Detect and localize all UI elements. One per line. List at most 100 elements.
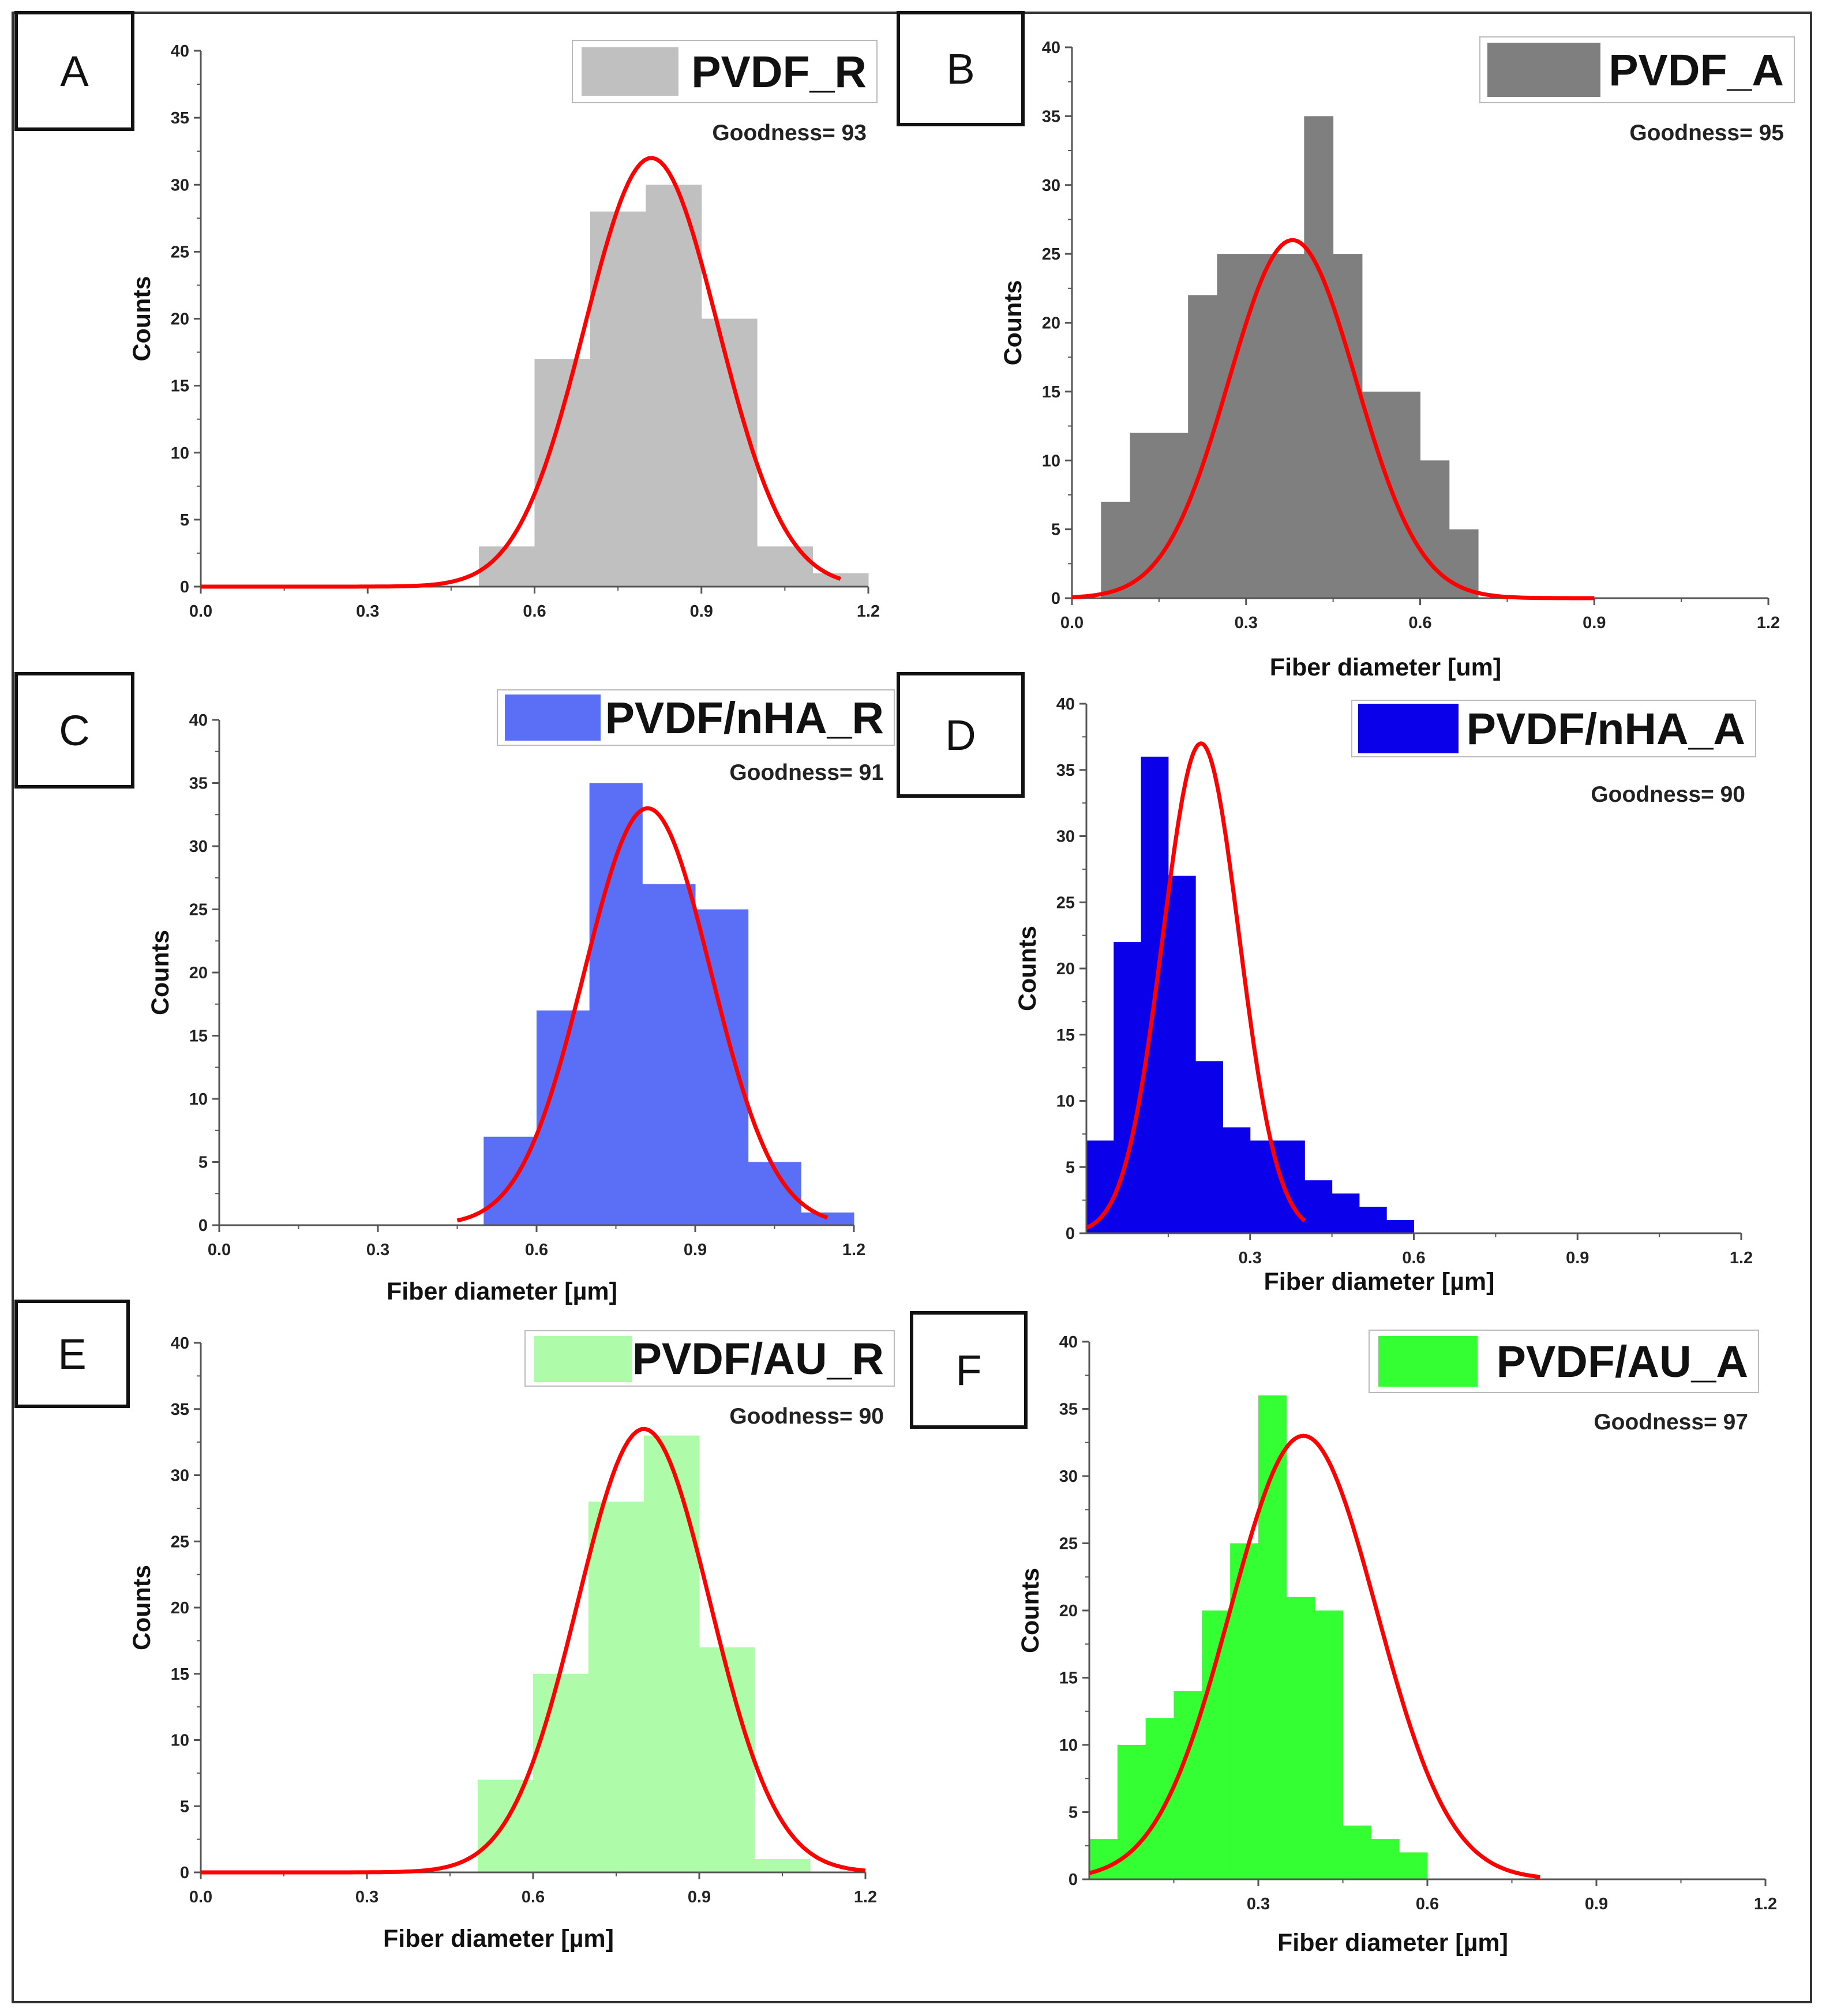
histogram-bar	[1332, 1193, 1360, 1233]
legend: PVDF/nHA_R	[497, 689, 895, 746]
histogram-bar	[1386, 1220, 1414, 1233]
panel-label: A	[60, 47, 89, 95]
panel-label: F	[955, 1346, 981, 1394]
histogram-bar	[1275, 254, 1304, 598]
histogram-bars	[479, 185, 869, 587]
histogram-bar	[701, 318, 730, 587]
x-tick-label: 0.9	[690, 602, 713, 621]
x-axis-title: Fiber diameter [µm]	[1277, 1929, 1508, 1957]
histogram-bar	[588, 1501, 644, 1872]
x-axis-title: Fiber diameter [um]	[1270, 654, 1501, 681]
y-tick-label: 10	[171, 1732, 189, 1750]
panel-label-box	[897, 672, 1025, 798]
histogram-bar	[1304, 1180, 1333, 1233]
x-tick-label: 0.9	[1566, 1249, 1589, 1267]
legend-label: PVDF/AU_A	[1497, 1337, 1748, 1387]
histogram-bar	[699, 1647, 755, 1872]
histogram-bar	[1343, 1825, 1371, 1879]
y-tick-label: 15	[171, 377, 189, 396]
figure-border	[12, 12, 1812, 2003]
y-tick-label: 0	[198, 1217, 208, 1235]
y-tick-label: 5	[198, 1154, 208, 1172]
x-tick-label: 0.6	[1416, 1895, 1439, 1913]
legend: PVDF/AU_A	[1369, 1330, 1759, 1393]
histogram-bar	[590, 211, 618, 587]
x-tick-label: 0.6	[1402, 1249, 1425, 1267]
histogram-bar	[801, 1212, 854, 1225]
y-axis-title: Counts	[128, 1565, 156, 1650]
x-tick-label: 1.2	[1730, 1249, 1753, 1267]
y-tick-label: 5	[180, 1797, 189, 1816]
chart-panel-b: 0 5 10 15 20 25 30 35 40 0.0 0.3 0.6 0.9 1.2 Counts Fib…	[897, 11, 1795, 681]
y-tick-label: 25	[1056, 894, 1075, 912]
chart-panel-c: 0 5 10 15 20 25 30 35 40 0.0 0.3 0.6 0.9 1.2 Counts Fib…	[14, 672, 895, 1305]
legend-label: PVDF_R	[691, 47, 867, 97]
histogram-bar	[1217, 254, 1247, 598]
histogram-bar	[1371, 1839, 1400, 1879]
goodness-annotation: Goodness= 95	[1629, 121, 1784, 145]
panel-label-box	[14, 672, 134, 789]
chart-panel-d: 0 5 10 15 20 25 30 35 40 0.3 0.6 0.9 1.2 Counts Fiber …	[897, 672, 1756, 1296]
x-tick-label: 0.6	[522, 1888, 545, 1906]
histogram-bar	[1359, 1207, 1387, 1233]
histogram-bar	[1168, 876, 1196, 1233]
x-tick-label: 0.6	[1408, 614, 1431, 632]
histogram-bar	[534, 359, 563, 587]
y-tick-label: 20	[1042, 314, 1060, 333]
legend: PVDF_A	[1479, 36, 1795, 103]
gaussian-fit-curve	[1071, 238, 1595, 600]
panel-label: D	[945, 711, 976, 759]
y-tick-label: 10	[1056, 1093, 1075, 1111]
y-tick-label: 25	[171, 243, 189, 261]
y-tick-label: 30	[189, 838, 208, 856]
y-tick-label: 15	[171, 1665, 189, 1684]
y-tick-label: 25	[1042, 245, 1060, 264]
y-tick-label: 35	[1056, 761, 1075, 780]
histogram-bar	[589, 783, 643, 1225]
x-tick-label: 0.3	[355, 1888, 378, 1906]
y-tick-label: 30	[171, 1467, 189, 1485]
x-tick-label: 0.0	[208, 1241, 231, 1259]
histogram-bar	[1202, 1610, 1231, 1879]
gaussian-fit-curve	[201, 1426, 866, 1875]
legend: PVDF_R	[572, 40, 878, 103]
legend: PVDF/AU_R	[524, 1330, 895, 1387]
panel-label: E	[58, 1330, 86, 1378]
gaussian-fit-curve	[1089, 1433, 1540, 1879]
y-tick-label: 10	[171, 444, 189, 463]
histogram-bar	[785, 546, 813, 587]
goodness-annotation: Goodness= 90	[729, 1404, 884, 1429]
y-tick-label: 20	[189, 964, 208, 982]
y-tick-label: 35	[189, 775, 208, 793]
y-tick-label: 5	[1066, 1158, 1075, 1177]
x-tick-label: 0.3	[356, 602, 379, 621]
y-tick-label: 25	[1059, 1535, 1078, 1553]
histogram-bar	[757, 546, 785, 587]
gaussian-fit-curve	[1085, 741, 1306, 1230]
legend-label: PVDF/nHA_A	[1467, 704, 1745, 754]
legend-swatch	[505, 694, 601, 741]
histogram-bar	[1101, 501, 1131, 598]
chart-panel-e: 0 5 10 15 20 25 30 35 40 0.0 0.3 0.6 0.9 1.2 Counts Fib…	[14, 1300, 895, 1953]
histogram-bar	[642, 884, 696, 1225]
x-tick-label: 0.3	[1247, 1895, 1270, 1913]
y-tick-label: 40	[1042, 39, 1060, 57]
legend-label: PVDF/nHA_R	[605, 693, 884, 743]
y-tick-label: 15	[189, 1027, 208, 1046]
chart-panel-f: 0 5 10 15 20 25 30 35 40 0.3 0.6 0.9 1.2 Counts Fiber …	[910, 1311, 1777, 1957]
panel-label: C	[59, 707, 89, 754]
histogram-bar	[1188, 295, 1217, 598]
y-tick-label: 40	[189, 711, 208, 730]
x-axis-title: Fiber diameter [µm]	[1264, 1268, 1495, 1296]
histogram-bar	[840, 573, 869, 587]
x-tick-label: 1.2	[854, 1888, 877, 1906]
histogram-bar	[1314, 1610, 1343, 1879]
histogram-bar	[1130, 433, 1160, 598]
y-tick-label: 5	[1069, 1804, 1078, 1822]
x-tick-label: 0.9	[684, 1241, 707, 1259]
y-tick-label: 30	[171, 176, 189, 194]
histogram-bar	[1304, 116, 1334, 598]
x-tick-label: 0.6	[525, 1241, 548, 1259]
legend-swatch	[1358, 704, 1459, 753]
histogram-bar	[1195, 1061, 1223, 1233]
